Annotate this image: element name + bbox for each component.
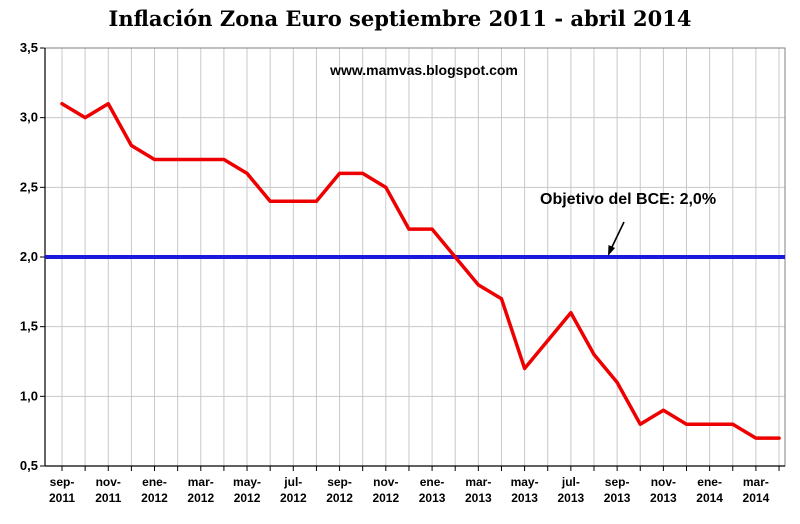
x-tick-label-year: 2012 xyxy=(326,491,353,505)
data-point xyxy=(83,116,87,120)
data-point xyxy=(523,366,527,370)
tick-labels: 0,5 1,0 1,5 2,0 2,5 3,0 3,5 sep- 2011 nov- 2011 ene… xyxy=(20,40,770,505)
x-tick-label-month: may- xyxy=(233,475,261,489)
data-point xyxy=(430,227,434,231)
data-point xyxy=(60,102,64,106)
y-tick-label: 1,5 xyxy=(20,319,38,334)
x-tick-label-year: 2013 xyxy=(419,491,446,505)
x-tick-label-month: nov- xyxy=(96,475,121,489)
series-line xyxy=(60,101,781,440)
data-point xyxy=(777,436,781,440)
data-point xyxy=(361,171,365,175)
data-point xyxy=(569,311,573,315)
x-tick-label-month: ene- xyxy=(697,475,722,489)
x-tick-label-month: ene- xyxy=(142,475,167,489)
watermark: www.mamvas.blogspot.com xyxy=(329,62,518,78)
x-tick-label-year: 2012 xyxy=(141,491,168,505)
x-tick-label-month: sep- xyxy=(50,475,75,489)
annotation-arrow xyxy=(610,221,625,250)
x-tick-label-year: 2013 xyxy=(511,491,538,505)
x-tick-label-month: nov- xyxy=(651,475,676,489)
x-tick-label-year: 2012 xyxy=(187,491,214,505)
data-point xyxy=(499,297,503,301)
x-tick-label-month: jul- xyxy=(283,475,302,489)
data-point xyxy=(314,199,318,203)
x-tick-label-year: 2013 xyxy=(465,491,492,505)
y-tick-label: 1,0 xyxy=(20,388,38,403)
x-tick-label-month: ene- xyxy=(420,475,445,489)
y-tick-label: 2,5 xyxy=(20,179,38,194)
x-tick-label-year: 2013 xyxy=(650,491,677,505)
data-point xyxy=(338,171,342,175)
data-point xyxy=(615,380,619,384)
reference-line-label: Objetivo del BCE: 2,0% xyxy=(540,191,716,208)
data-point xyxy=(291,199,295,203)
x-tick-label-year: 2012 xyxy=(280,491,307,505)
data-point xyxy=(153,157,157,161)
data-point xyxy=(129,144,133,148)
x-tick-label-year: 2012 xyxy=(234,491,261,505)
series-group xyxy=(60,101,781,440)
x-tick-label-month: mar- xyxy=(743,475,769,489)
data-point xyxy=(268,199,272,203)
chart-title: Inflación Zona Euro septiembre 2011 - ab… xyxy=(108,6,692,31)
data-point xyxy=(685,422,689,426)
data-point xyxy=(407,227,411,231)
y-tick-label: 0,5 xyxy=(20,458,38,473)
x-tick-label-month: mar- xyxy=(465,475,491,489)
data-point xyxy=(199,157,203,161)
x-tick-label-month: mar- xyxy=(188,475,214,489)
data-point xyxy=(754,436,758,440)
data-point xyxy=(661,408,665,412)
x-tick-label-year: 2014 xyxy=(743,491,770,505)
x-tick-label-year: 2011 xyxy=(49,491,75,505)
x-tick-label-month: sep- xyxy=(605,475,630,489)
annotations: www.mamvas.blogspot.com Objetivo del BCE… xyxy=(329,62,716,256)
x-tick-label-year: 2013 xyxy=(604,491,631,505)
x-tick-label-month: nov- xyxy=(373,475,398,489)
x-tick-label-year: 2014 xyxy=(696,491,723,505)
axes xyxy=(40,47,786,471)
y-tick-label: 2,0 xyxy=(20,249,38,264)
x-tick-label-month: may- xyxy=(511,475,539,489)
y-tick-label: 3,0 xyxy=(20,110,38,125)
data-point xyxy=(453,255,457,259)
data-point xyxy=(245,171,249,175)
data-point xyxy=(592,353,596,357)
annotation-arrowhead xyxy=(608,245,615,256)
x-tick-label-year: 2012 xyxy=(372,491,399,505)
data-point xyxy=(638,422,642,426)
x-tick-label-year: 2013 xyxy=(558,491,585,505)
y-tick-label: 3,5 xyxy=(20,40,38,55)
data-point xyxy=(384,185,388,189)
data-point xyxy=(731,422,735,426)
data-point xyxy=(476,283,480,287)
data-point xyxy=(176,157,180,161)
data-point xyxy=(106,102,110,106)
x-tick-label-month: jul- xyxy=(561,475,580,489)
x-tick-label-year: 2011 xyxy=(95,491,121,505)
data-point xyxy=(222,157,226,161)
x-tick-label-month: sep- xyxy=(327,475,352,489)
data-point xyxy=(708,422,712,426)
data-point xyxy=(546,339,550,343)
